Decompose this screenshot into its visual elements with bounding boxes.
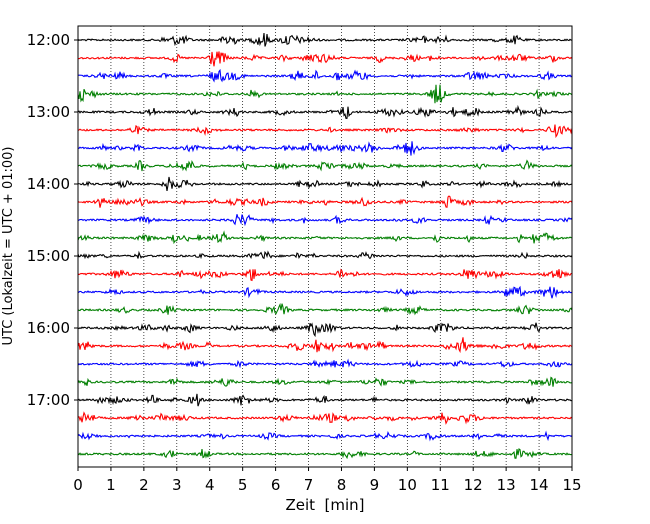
trace-line	[77, 268, 573, 282]
y-tick-label: 13:00	[27, 103, 70, 121]
x-axis-label: Zeit [min]	[285, 496, 364, 514]
x-tick-label-4: 4	[205, 476, 215, 494]
x-tick-label-9: 9	[370, 476, 380, 494]
trace-line	[77, 376, 572, 387]
trace-line	[77, 230, 573, 245]
x-tick-label-7: 7	[304, 476, 314, 494]
trace-line	[77, 358, 573, 369]
trace-line	[77, 214, 573, 227]
trace-line	[77, 302, 573, 316]
x-tick-label-2: 2	[139, 476, 149, 494]
x-tick-label-8: 8	[337, 476, 347, 494]
trace-line	[77, 51, 573, 67]
trace-line	[77, 159, 573, 172]
trace-line	[77, 124, 573, 139]
trace-line	[77, 411, 573, 425]
x-tick-label-12: 12	[464, 476, 483, 494]
y-tick-label: 14:00	[27, 175, 70, 193]
trace-line	[77, 33, 573, 47]
trace-line	[77, 176, 573, 192]
trace-line	[77, 84, 573, 104]
y-axis-ticks: 12:00 13:00 14:00 15:00 16:00 17:00	[27, 31, 78, 409]
x-tick-label-3: 3	[172, 476, 182, 494]
trace-line	[77, 250, 573, 260]
trace-line	[77, 393, 573, 407]
y-axis-label: UTC (Lokalzeit = UTC + 01:00)	[1, 147, 16, 346]
x-tick-label-11: 11	[431, 476, 450, 494]
x-axis-ticks: 0 1 2 3 4 5 6 7 8 9 10 11 12 13 14 15	[73, 467, 582, 494]
trace-line	[77, 104, 573, 119]
y-tick-label: 16:00	[27, 319, 70, 337]
trace-line	[77, 322, 573, 338]
trace-line	[77, 430, 573, 442]
plot-frame	[77, 25, 573, 468]
x-tick-label-15: 15	[562, 476, 581, 494]
x-tick-label-0: 0	[73, 476, 83, 494]
trace-line	[77, 68, 573, 83]
plot-area	[78, 26, 572, 467]
trace-line	[77, 448, 573, 460]
trace-line	[77, 141, 573, 156]
x-tick-label-14: 14	[530, 476, 549, 494]
x-tick-label-6: 6	[271, 476, 281, 494]
trace-line	[77, 285, 573, 299]
x-tick-label-5: 5	[238, 476, 248, 494]
y-tick-label: 12:00	[27, 31, 70, 49]
y-tick-label: 17:00	[27, 391, 70, 409]
traces	[77, 33, 573, 460]
x-tick-label-10: 10	[398, 476, 417, 494]
x-tick-label-13: 13	[497, 476, 516, 494]
x-tick-label-1: 1	[106, 476, 116, 494]
y-tick-label: 15:00	[27, 247, 70, 265]
trace-line	[77, 337, 573, 354]
trace-line	[77, 195, 573, 208]
